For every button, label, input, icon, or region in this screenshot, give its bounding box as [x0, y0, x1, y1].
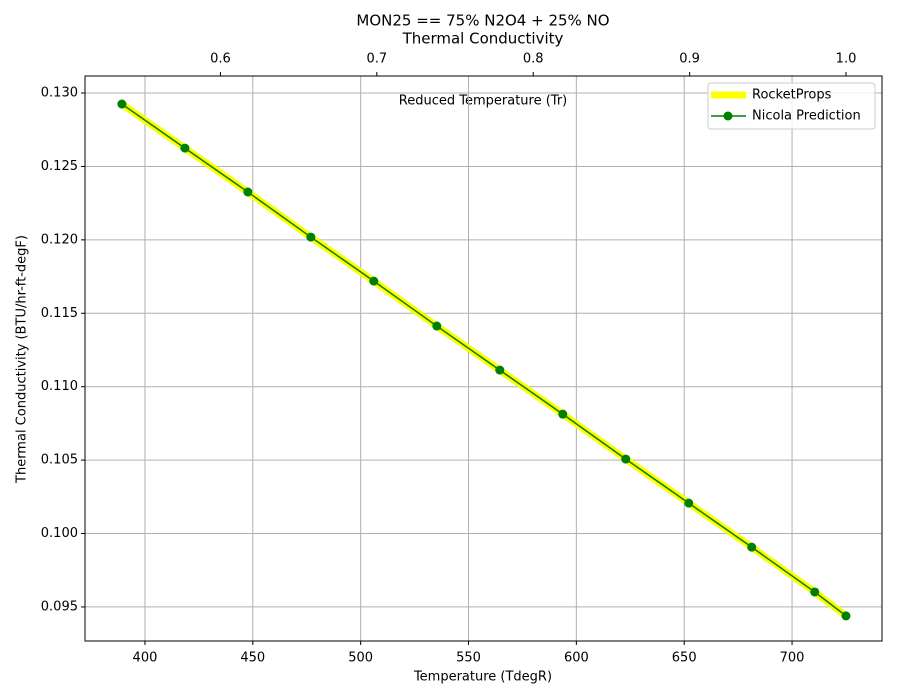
x-axis-label: Temperature (TdegR) — [413, 670, 552, 685]
data-point — [495, 365, 505, 375]
data-point — [243, 187, 253, 197]
legend-label: RocketProps — [752, 88, 832, 103]
x2-axis-label: Reduced Temperature (Tr) — [399, 94, 567, 109]
data-point — [432, 321, 442, 331]
x-tick-label: 550 — [456, 651, 481, 666]
chart-subtitle: Thermal Conductivity — [402, 30, 564, 48]
y-tick-label: 0.115 — [41, 306, 78, 321]
x2-tick-label: 0.8 — [523, 52, 544, 67]
data-point — [369, 276, 379, 286]
x-tick-label: 500 — [348, 651, 373, 666]
data-point — [117, 99, 127, 109]
data-point — [621, 454, 631, 464]
data-point — [747, 542, 757, 552]
legend-label: Nicola Prediction — [752, 109, 861, 124]
data-point — [558, 409, 568, 419]
y-tick-label: 0.120 — [41, 232, 78, 247]
data-point — [180, 143, 190, 153]
x-tick-label: 450 — [240, 651, 265, 666]
y-tick-label: 0.110 — [41, 379, 78, 394]
plot-frame — [84, 75, 883, 642]
y-axis-label: Thermal Conductivity (BTU/hr-ft-degF) — [15, 235, 30, 484]
data-point — [841, 611, 851, 621]
series-line — [119, 101, 849, 619]
y-tick-label: 0.130 — [41, 86, 78, 101]
y-tick-label: 0.105 — [41, 453, 78, 468]
legend-box — [707, 82, 876, 130]
x-tick-label: 600 — [564, 651, 589, 666]
legend-marker — [723, 111, 733, 121]
x2-tick-label: 0.7 — [366, 52, 387, 67]
data-point — [810, 587, 820, 597]
x2-tick-label: 0.9 — [679, 52, 700, 67]
y-tick-label: 0.100 — [41, 526, 78, 541]
y-tick-label: 0.125 — [41, 159, 78, 174]
x-tick-label: 400 — [133, 651, 158, 666]
y-tick-label: 0.095 — [41, 599, 78, 614]
x2-tick-label: 1.0 — [836, 52, 857, 67]
x-tick-label: 700 — [780, 651, 805, 666]
x2-tick-label: 0.6 — [210, 52, 231, 67]
data-point — [684, 498, 694, 508]
x-tick-label: 650 — [672, 651, 697, 666]
data-point — [306, 232, 316, 242]
chart-title: MON25 == 75% N2O4 + 25% NO — [356, 12, 609, 30]
